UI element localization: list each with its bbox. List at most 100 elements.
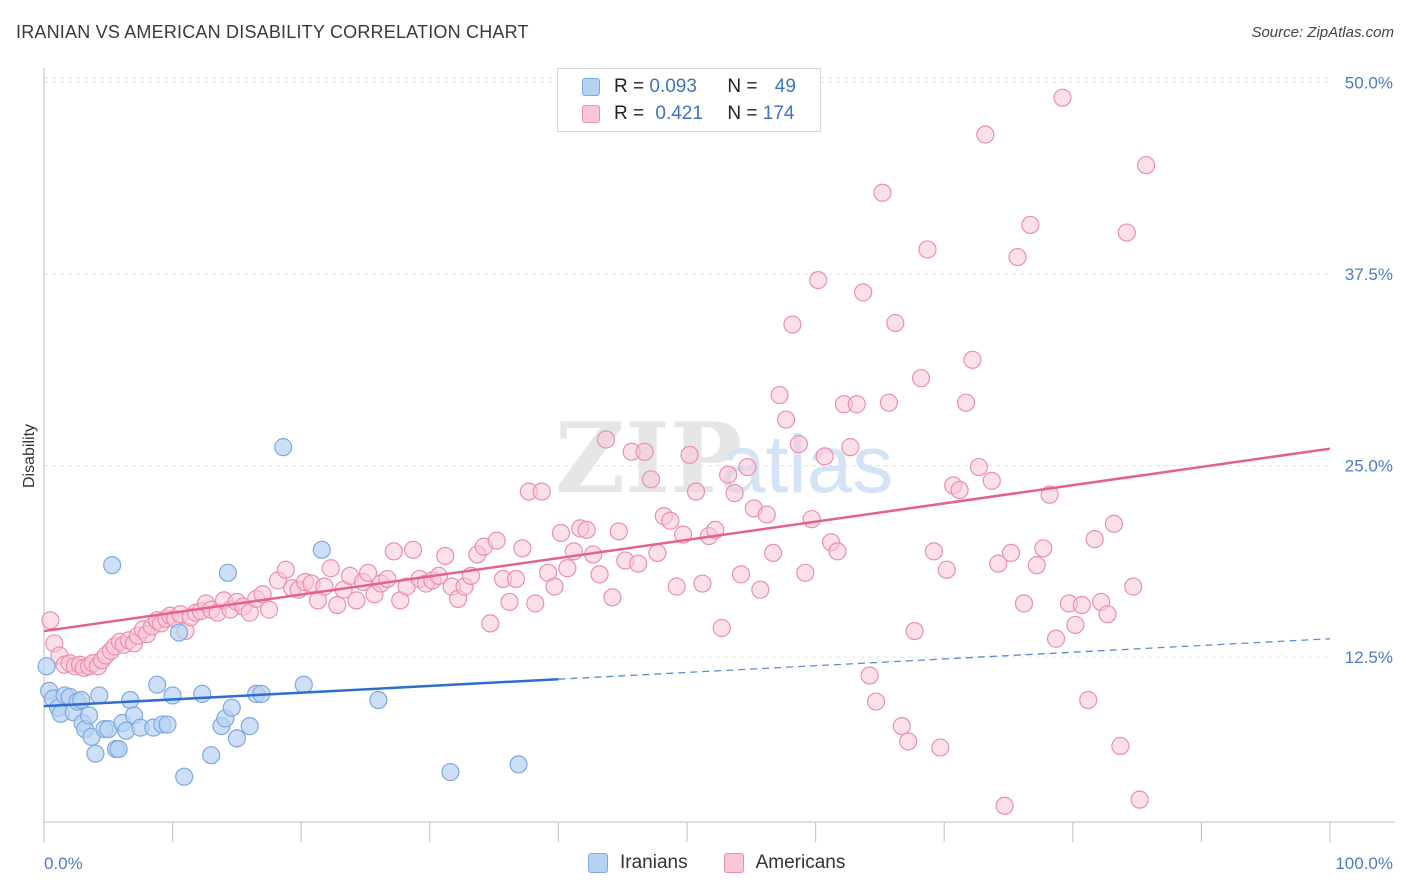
- iranians-trend-extension: [558, 638, 1331, 680]
- american-point: [1079, 690, 1098, 710]
- american-point: [1111, 736, 1130, 756]
- american-point: [41, 611, 60, 630]
- y-tick-label: 25.0%: [1345, 457, 1393, 476]
- legend-r-label: R =: [614, 76, 650, 97]
- american-point: [886, 313, 905, 333]
- iranian-point: [109, 739, 128, 759]
- americans-points: [41, 88, 1156, 815]
- american-point: [1098, 605, 1117, 624]
- american-point: [841, 438, 860, 457]
- iranian-point: [222, 698, 241, 717]
- american-point: [815, 447, 834, 466]
- american-point: [931, 738, 950, 757]
- american-point: [1008, 248, 1027, 267]
- iranians-swatch: [582, 78, 600, 96]
- american-point: [1053, 88, 1072, 107]
- american-point: [693, 574, 712, 593]
- y-tick-label: 12.5%: [1345, 648, 1393, 667]
- american-point: [596, 430, 616, 449]
- american-point: [937, 560, 956, 579]
- american-point: [924, 542, 944, 561]
- legend-n-value-americans: 174: [762, 103, 795, 124]
- american-point: [1072, 595, 1091, 615]
- iranian-point: [86, 744, 105, 763]
- american-point: [667, 577, 686, 596]
- american-point: [802, 510, 821, 529]
- american-point: [719, 465, 738, 484]
- iranian-point: [163, 686, 182, 705]
- iranian-point: [169, 623, 189, 642]
- y-tick-label: 37.5%: [1345, 265, 1393, 284]
- american-point: [751, 580, 770, 599]
- american-point: [796, 563, 815, 582]
- american-point: [384, 542, 403, 561]
- american-point: [976, 125, 995, 144]
- iranian-point: [240, 716, 259, 736]
- american-point: [995, 796, 1014, 815]
- iranian-point: [227, 729, 246, 748]
- iranian-point: [72, 690, 91, 710]
- iranian-point: [103, 556, 122, 575]
- american-point: [590, 565, 609, 584]
- iranian-point: [369, 690, 388, 710]
- american-point: [1027, 556, 1046, 575]
- american-point: [963, 350, 982, 369]
- american-point: [558, 559, 577, 578]
- y-axis-label: Disability: [21, 424, 38, 488]
- legend-label-iranians: Iranians: [620, 852, 688, 873]
- american-point: [1034, 539, 1053, 558]
- american-point: [712, 618, 731, 638]
- american-point: [276, 560, 295, 579]
- americans-trend-line: [43, 447, 1331, 633]
- trend-lines: [43, 447, 1331, 708]
- x-tick-label: 100.0%: [1335, 854, 1393, 873]
- american-point: [328, 595, 347, 615]
- iranian-point: [37, 657, 56, 676]
- american-point: [757, 505, 776, 524]
- american-point: [956, 393, 976, 412]
- legend-item-americans[interactable]: Americans: [723, 852, 845, 874]
- american-point: [1124, 577, 1143, 596]
- legend-n-label: N =: [727, 103, 763, 124]
- american-point: [259, 600, 279, 619]
- american-point: [1137, 156, 1156, 175]
- iranians-trend-line: [43, 677, 559, 708]
- american-point: [879, 393, 899, 412]
- american-point: [1130, 790, 1149, 809]
- american-point: [403, 540, 423, 559]
- american-point: [436, 546, 455, 566]
- iranians-legend-swatch: [588, 853, 608, 873]
- chart-title: IRANIAN VS AMERICAN DISABILITY CORRELATI…: [16, 22, 529, 42]
- legend-item-iranians[interactable]: Iranians: [588, 852, 688, 874]
- american-point: [321, 559, 340, 578]
- american-point: [577, 520, 596, 540]
- american-point: [1021, 215, 1040, 235]
- american-point: [738, 457, 757, 477]
- x-tick-label: 0.0%: [44, 854, 83, 873]
- iranian-point: [294, 675, 313, 694]
- americans-legend-swatch: [723, 853, 744, 873]
- y-tick-label: 50.0%: [1345, 73, 1393, 92]
- american-point: [378, 569, 397, 589]
- iranian-point: [509, 755, 528, 774]
- american-point: [770, 385, 789, 405]
- american-point: [551, 523, 571, 543]
- american-point: [513, 539, 532, 558]
- american-point: [487, 531, 506, 550]
- americans-swatch: [582, 105, 600, 123]
- iranian-point: [90, 686, 109, 705]
- iranian-point: [441, 762, 460, 782]
- american-point: [680, 445, 699, 464]
- american-point: [905, 621, 924, 641]
- iranian-point: [193, 684, 212, 704]
- american-point: [609, 522, 628, 541]
- american-point: [686, 482, 706, 501]
- iranian-point: [202, 746, 221, 765]
- american-point: [989, 554, 1008, 573]
- american-point: [358, 563, 378, 582]
- american-point: [854, 283, 873, 302]
- iranian-point: [158, 715, 177, 734]
- american-point: [1046, 629, 1066, 648]
- american-point: [481, 614, 500, 633]
